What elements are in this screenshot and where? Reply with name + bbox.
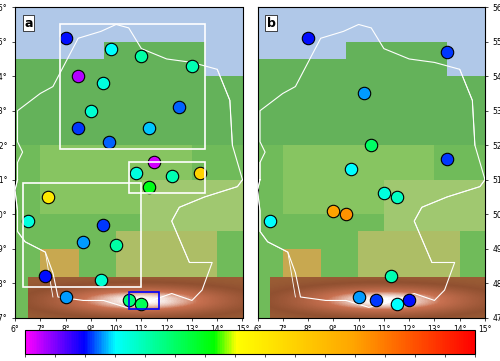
Point	[372, 297, 380, 303]
Point	[62, 294, 70, 300]
Point	[62, 35, 70, 41]
Point	[196, 170, 203, 176]
Point	[79, 239, 87, 245]
Point	[304, 35, 312, 41]
Point	[392, 194, 400, 200]
Text: a: a	[24, 17, 32, 30]
Point	[392, 301, 400, 307]
Point	[97, 277, 105, 283]
Point	[367, 142, 375, 148]
Point	[145, 184, 153, 190]
Point	[24, 218, 32, 224]
Point	[342, 211, 350, 217]
Point	[42, 273, 50, 279]
Point	[44, 194, 52, 200]
Point	[380, 191, 388, 196]
Point	[330, 208, 338, 214]
Point	[388, 273, 396, 279]
Bar	[128, 292, 159, 309]
Point	[112, 242, 120, 248]
Point	[104, 139, 112, 145]
Bar	[22, 183, 142, 287]
Point	[266, 218, 274, 224]
Point	[132, 170, 140, 176]
Point	[145, 125, 153, 131]
Point	[100, 222, 108, 227]
Point	[360, 91, 368, 96]
Bar	[60, 25, 204, 149]
Point	[176, 104, 184, 110]
Point	[168, 173, 175, 179]
Point	[87, 108, 95, 114]
Point	[74, 73, 82, 79]
Point	[354, 294, 362, 300]
Point	[138, 53, 145, 58]
Point	[107, 46, 115, 52]
Point	[150, 160, 158, 165]
Point	[443, 49, 451, 55]
Bar	[128, 162, 204, 193]
Point	[405, 297, 413, 303]
Point	[188, 63, 196, 69]
Point	[138, 301, 145, 307]
Point	[124, 297, 132, 303]
Point	[347, 166, 355, 172]
Text: b: b	[266, 17, 276, 30]
Point	[443, 156, 451, 162]
Point	[100, 80, 108, 86]
Point	[74, 125, 82, 131]
